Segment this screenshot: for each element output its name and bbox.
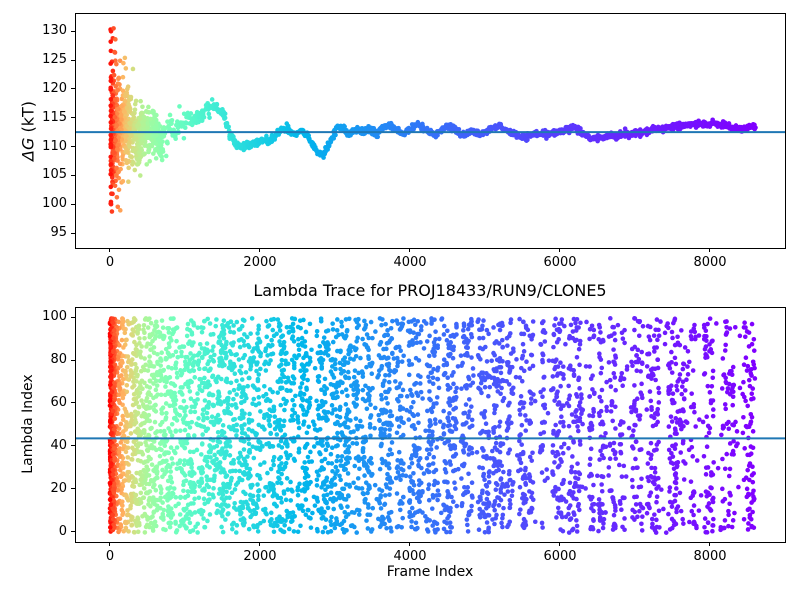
x-tick-mark bbox=[259, 248, 261, 252]
x-tick-label: 2000 bbox=[243, 549, 277, 564]
y-tick-mark bbox=[71, 117, 75, 119]
y-tick-mark bbox=[71, 488, 75, 490]
y-tick-label: 105 bbox=[42, 167, 67, 183]
x-tick-mark bbox=[409, 248, 411, 252]
y-tick-mark bbox=[71, 445, 75, 447]
top-plot-canvas bbox=[76, 14, 785, 248]
y-tick-mark bbox=[71, 531, 75, 533]
y-tick-mark bbox=[71, 174, 75, 176]
x-tick-label: 4000 bbox=[393, 549, 427, 564]
y-tick-label: 0 bbox=[58, 523, 67, 539]
x-tick-mark bbox=[709, 248, 711, 252]
x-tick-mark bbox=[559, 542, 561, 546]
y-tick-label: 95 bbox=[50, 225, 67, 240]
x-tick-mark bbox=[109, 248, 111, 252]
x-tick-label: 2000 bbox=[243, 255, 277, 270]
y-tick-mark bbox=[71, 203, 75, 205]
y-tick-label: 20 bbox=[50, 480, 67, 496]
y-tick-label: 110 bbox=[42, 138, 67, 154]
x-tick-mark bbox=[109, 542, 111, 546]
x-tick-label: 4000 bbox=[393, 255, 427, 270]
x-axis-label: Frame Index bbox=[386, 564, 474, 580]
x-tick-mark bbox=[709, 542, 711, 546]
y-tick-mark bbox=[71, 88, 75, 90]
x-tick-label: 0 bbox=[105, 549, 115, 564]
y-tick-mark bbox=[71, 232, 75, 234]
x-tick-mark bbox=[559, 248, 561, 252]
x-tick-label: 6000 bbox=[543, 549, 577, 564]
bottom-y-axis-label: Lambda Index bbox=[20, 374, 36, 474]
x-tick-label: 8000 bbox=[693, 549, 727, 564]
y-tick-mark bbox=[71, 30, 75, 32]
y-tick-label: 100 bbox=[42, 196, 67, 212]
y-tick-label: 80 bbox=[50, 352, 67, 367]
y-tick-label: 115 bbox=[42, 109, 67, 125]
y-tick-label: 100 bbox=[42, 309, 67, 325]
y-tick-label: 120 bbox=[42, 80, 67, 96]
y-tick-mark bbox=[71, 316, 75, 318]
y-tick-label: 60 bbox=[50, 394, 67, 410]
y-tick-mark bbox=[71, 146, 75, 148]
y-tick-label: 125 bbox=[42, 52, 67, 68]
x-tick-label: 6000 bbox=[543, 255, 577, 270]
y-tick-label: 130 bbox=[42, 23, 67, 39]
y-tick-label: 40 bbox=[50, 437, 67, 453]
x-tick-mark bbox=[259, 542, 261, 546]
y-tick-mark bbox=[71, 359, 75, 361]
x-tick-mark bbox=[409, 542, 411, 546]
y-tick-mark bbox=[71, 59, 75, 61]
x-tick-label: 8000 bbox=[693, 255, 727, 270]
bottom-plot-canvas bbox=[76, 308, 785, 542]
chart-title: Lambda Trace for PROJ18433/RUN9/CLONE5 bbox=[253, 281, 607, 300]
x-tick-label: 0 bbox=[105, 255, 115, 270]
y-tick-mark bbox=[71, 402, 75, 404]
